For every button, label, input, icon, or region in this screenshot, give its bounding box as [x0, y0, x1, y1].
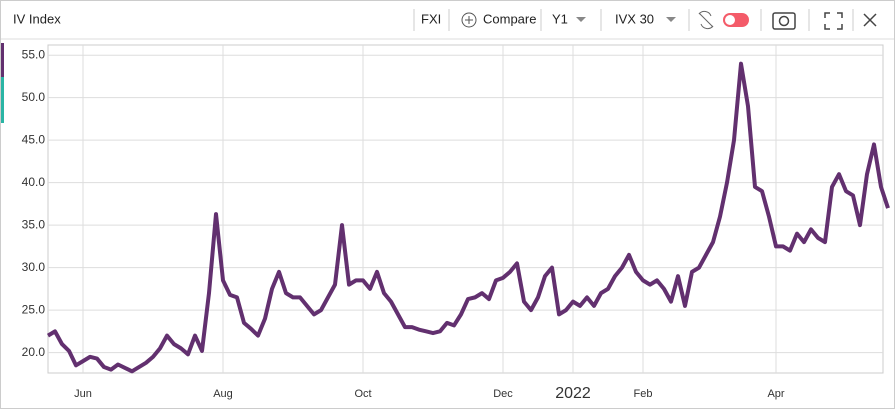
x-tick-label: Apr — [767, 388, 784, 400]
x-tick-label: Feb — [634, 388, 653, 400]
toolbar — [1, 1, 894, 39]
close-icon[interactable] — [863, 13, 877, 27]
series-line — [46, 61, 890, 374]
compare-icon-plus — [465, 16, 473, 24]
ticker[interactable]: FXI — [421, 11, 441, 26]
y-tick-label: 35.0 — [22, 217, 46, 231]
camera-icon[interactable] — [772, 12, 796, 30]
compare-button[interactable]: Compare — [483, 11, 536, 26]
sync-icon[interactable] — [698, 10, 714, 30]
side-accent — [1, 43, 4, 77]
y-tick-label: 50.0 — [22, 90, 46, 104]
measure-select[interactable]: IVX 30 — [615, 11, 654, 26]
dropdown-arrow — [666, 17, 676, 22]
x-tick-label: Oct — [354, 388, 371, 400]
x-tick-label: Dec — [493, 388, 513, 400]
y-tick-label: 30.0 — [22, 260, 46, 274]
y-tick-label: 25.0 — [22, 302, 46, 316]
dropdown-arrow — [576, 17, 586, 22]
camera-lens — [778, 15, 790, 27]
compare-icon[interactable] — [461, 12, 477, 28]
plot-frame — [47, 44, 884, 374]
period-select[interactable]: Y1 — [552, 11, 568, 26]
side-accent — [1, 77, 4, 123]
y-tick-label: 55.0 — [22, 47, 46, 61]
fullscreen-icon[interactable] — [824, 12, 843, 30]
widget-title: IV Index — [13, 11, 61, 26]
x-tick-label: 2022 — [555, 385, 591, 402]
x-tick-label: Aug — [213, 388, 233, 400]
y-tick-label: 45.0 — [22, 132, 46, 146]
y-tick-label: 40.0 — [22, 175, 46, 189]
y-tick-label: 20.0 — [22, 345, 46, 359]
x-tick-label: Jun — [74, 388, 92, 400]
toggle-knob — [725, 15, 735, 25]
